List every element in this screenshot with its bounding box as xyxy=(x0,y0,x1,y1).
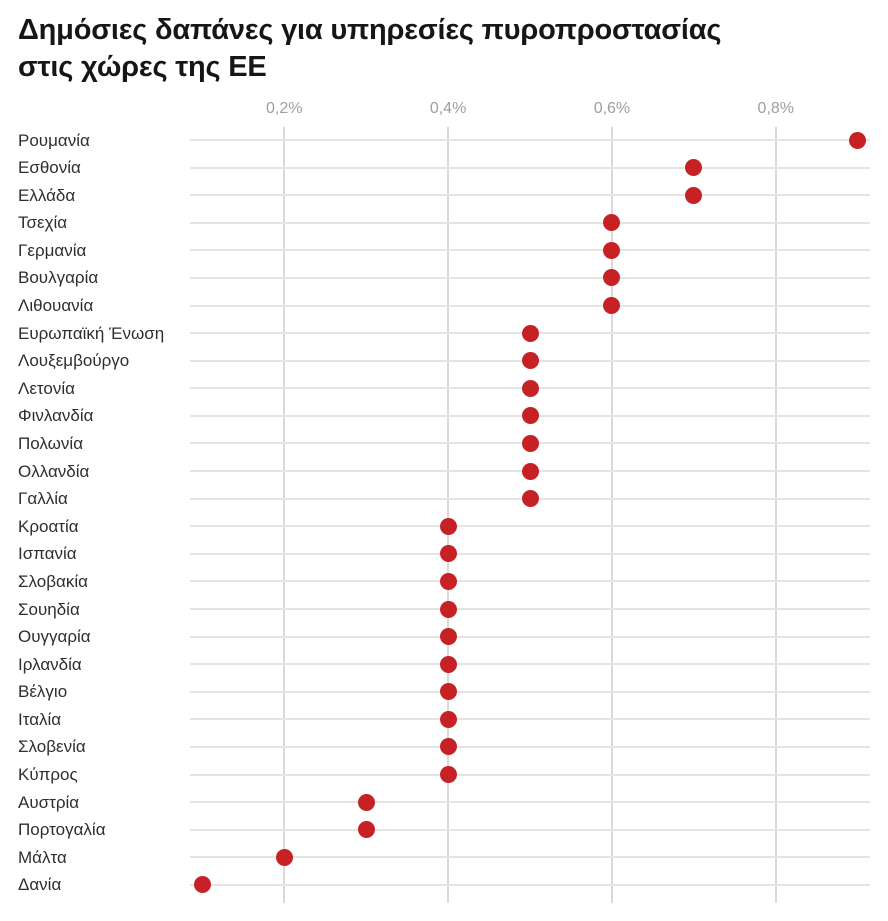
data-point-dot xyxy=(685,159,703,177)
x-gridline-0,2% xyxy=(283,127,286,903)
country-label: Ρουμανία xyxy=(18,130,90,150)
country-label: Πορτογαλία xyxy=(18,820,106,840)
x-gridline-0,6% xyxy=(610,127,613,903)
row-line xyxy=(190,139,870,141)
data-point-dot xyxy=(521,462,539,480)
row-line xyxy=(190,221,870,224)
chart-title: Δημόσιες δαπάνες για υπηρεσίες πυροπροστ… xyxy=(18,12,721,86)
row-line xyxy=(190,773,870,776)
x-tick-label: 0,8% xyxy=(757,100,795,117)
data-point-dot xyxy=(439,683,457,701)
row-line xyxy=(190,690,870,693)
data-point-dot xyxy=(357,793,375,811)
row-line xyxy=(190,552,870,555)
data-point-dot xyxy=(439,517,457,535)
data-point-dot xyxy=(521,407,539,425)
data-point-dot xyxy=(603,241,621,259)
country-label: Ουγγαρία xyxy=(18,627,91,647)
row-line xyxy=(190,249,870,252)
data-point-dot xyxy=(439,545,457,563)
row-line xyxy=(190,856,870,859)
data-point-dot xyxy=(521,434,539,452)
data-point-dot xyxy=(439,600,457,618)
chart-title-line-2: στις χώρες της ΕΕ xyxy=(18,51,267,83)
data-point-dot xyxy=(603,214,621,232)
x-gridline-0,4% xyxy=(447,127,450,903)
row-line xyxy=(190,663,870,666)
data-point-dot xyxy=(849,131,867,149)
row-line xyxy=(190,718,870,721)
country-label: Σλοβακία xyxy=(18,571,88,591)
data-point-dot xyxy=(439,766,457,784)
data-point-dot xyxy=(439,572,457,590)
data-point-dot xyxy=(685,186,703,204)
country-label: Βέλγιο xyxy=(18,682,68,702)
row-line xyxy=(190,828,870,831)
country-label: Γαλλία xyxy=(18,489,68,509)
country-label: Πολωνία xyxy=(18,433,84,453)
row-line xyxy=(190,745,870,748)
row-line xyxy=(190,525,870,528)
data-point-dot xyxy=(603,269,621,287)
data-point-dot xyxy=(439,628,457,646)
x-tick-label: 0,2% xyxy=(265,100,303,117)
country-label: Μάλτα xyxy=(18,847,67,867)
country-label: Ολλανδία xyxy=(18,461,90,481)
data-point-dot xyxy=(357,821,375,839)
row-line xyxy=(190,635,870,638)
row-line xyxy=(190,166,870,169)
row-line xyxy=(190,580,870,583)
row-line xyxy=(190,608,870,611)
data-point-dot xyxy=(521,490,539,508)
row-line xyxy=(190,194,870,197)
row-line xyxy=(190,801,870,804)
row-line xyxy=(190,304,870,307)
country-label: Αυστρία xyxy=(18,792,80,812)
country-label: Βουλγαρία xyxy=(18,268,99,288)
country-label: Λετονία xyxy=(18,378,75,398)
data-point-dot xyxy=(275,848,293,866)
data-point-dot xyxy=(603,297,621,315)
country-label: Κύπρος xyxy=(18,765,78,785)
country-label: Λιθουανία xyxy=(18,296,94,316)
row-line xyxy=(190,276,870,279)
data-point-dot xyxy=(439,655,457,673)
data-point-dot xyxy=(439,738,457,756)
data-point-dot xyxy=(521,379,539,397)
data-point-dot xyxy=(521,352,539,370)
country-label: Φινλανδία xyxy=(18,406,94,426)
country-label: Γερμανία xyxy=(18,240,87,260)
country-label: Ισπανία xyxy=(18,544,77,564)
row-line xyxy=(190,883,870,886)
x-tick-label: 0,4% xyxy=(429,100,467,117)
country-label: Ευρωπαϊκή Ένωση xyxy=(18,323,165,343)
country-label: Ιταλία xyxy=(18,709,62,729)
country-label: Κροατία xyxy=(18,516,79,536)
country-label: Τσεχία xyxy=(18,213,68,233)
country-label: Δανία xyxy=(18,875,62,895)
country-label: Σουηδία xyxy=(18,599,80,619)
x-gridline-0,8% xyxy=(774,127,777,903)
x-tick-label: 0,6% xyxy=(593,100,631,117)
country-label: Σλοβενία xyxy=(18,737,86,757)
country-label: Ελλάδα xyxy=(18,185,76,205)
country-label: Ιρλανδία xyxy=(18,654,82,674)
chart-title-line-1: Δημόσιες δαπάνες για υπηρεσίες πυροπροστ… xyxy=(18,14,722,46)
data-point-dot xyxy=(521,324,539,342)
data-point-dot xyxy=(439,710,457,728)
country-label: Εσθονία xyxy=(18,158,81,178)
country-label: Λουξεμβούργο xyxy=(18,351,130,371)
data-point-dot xyxy=(193,876,211,894)
